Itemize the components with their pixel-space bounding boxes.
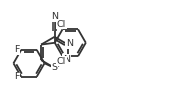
Text: N: N [66, 39, 73, 48]
Text: N: N [63, 55, 70, 64]
Text: F: F [14, 72, 20, 81]
Text: Cl: Cl [57, 57, 66, 66]
Text: Cl: Cl [57, 20, 66, 29]
Text: N: N [51, 12, 58, 21]
Text: S: S [52, 63, 58, 72]
Text: F: F [14, 45, 20, 54]
